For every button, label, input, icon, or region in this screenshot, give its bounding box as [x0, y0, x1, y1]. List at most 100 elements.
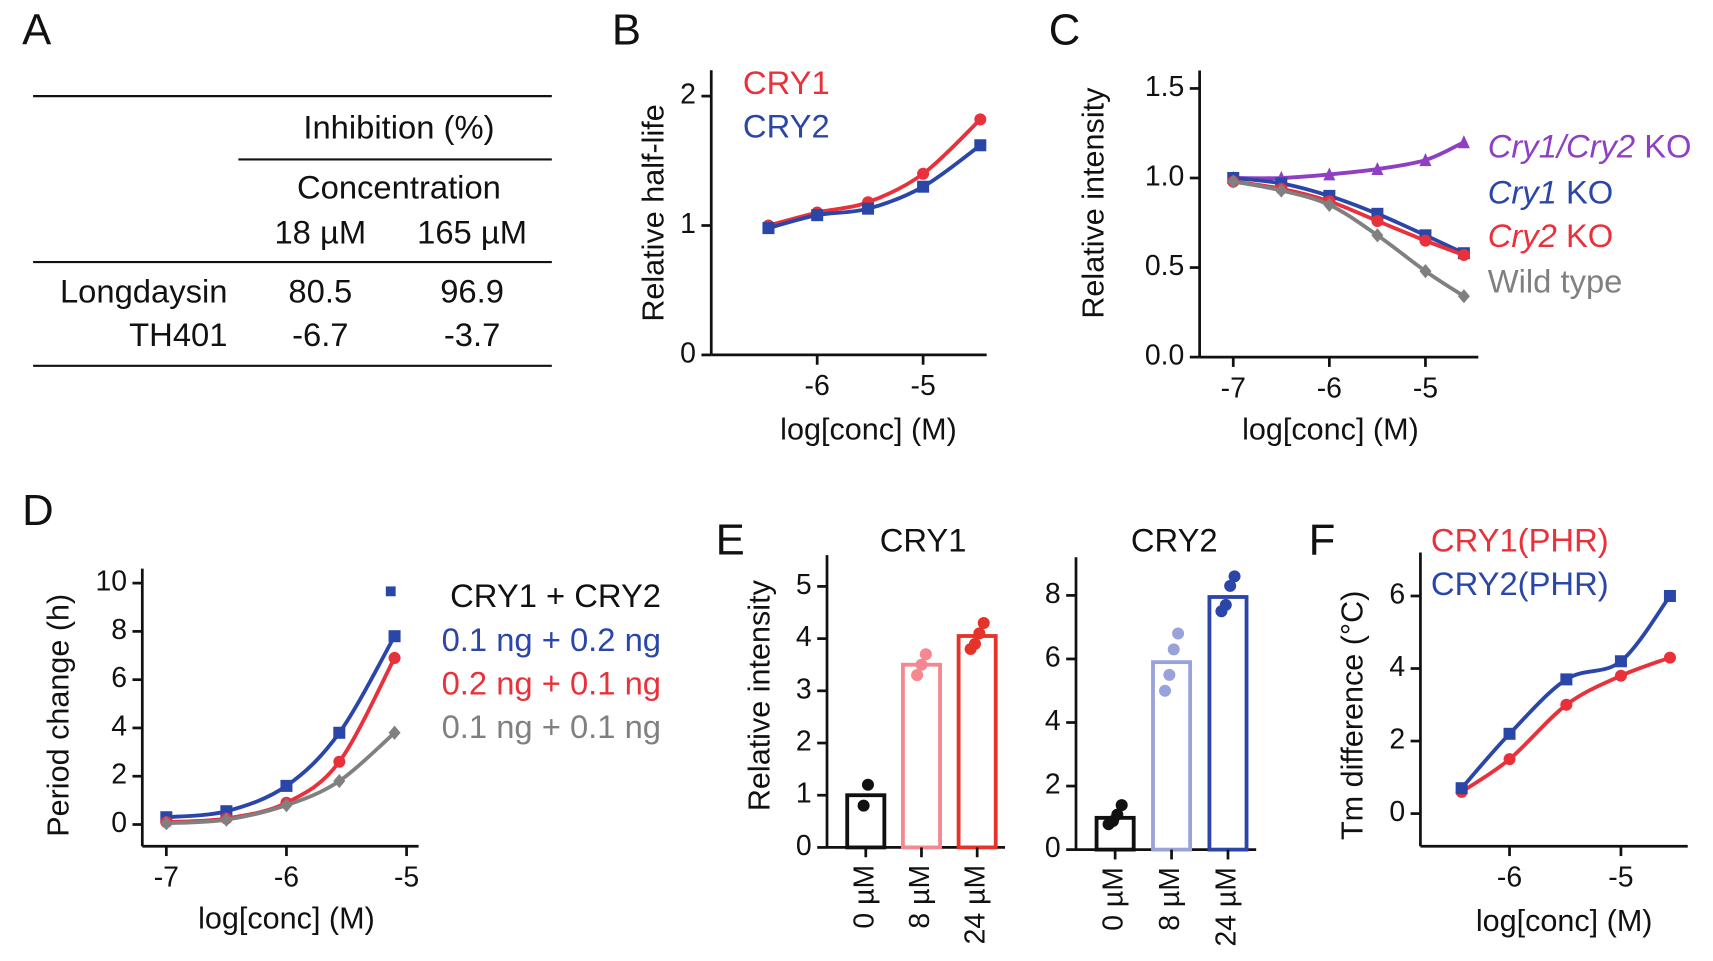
y-tick-label: 10: [95, 566, 127, 598]
marker: [388, 725, 401, 740]
y-tick-label: 2: [796, 726, 812, 758]
marker: [1457, 249, 1470, 262]
bar: [1094, 815, 1136, 852]
marker: [388, 651, 401, 664]
y-tick-label: 2: [111, 759, 127, 791]
legend-label-italic: Cry2: [1488, 217, 1557, 254]
replicate: [1167, 643, 1180, 656]
legend-label: Wild type: [1488, 263, 1623, 300]
legend-label-rest: KO: [1635, 127, 1691, 164]
legend-label: 0.1 ng + 0.2 ng: [442, 621, 661, 658]
marker: [762, 222, 775, 235]
replicate: [911, 669, 924, 682]
marker: [1614, 655, 1627, 668]
cell: -3.7: [444, 316, 500, 353]
bar: [901, 662, 942, 850]
marker: [160, 816, 173, 831]
panel-letter: C: [1049, 5, 1081, 54]
panel-letter: E: [716, 515, 745, 564]
y-tick-label: 0: [796, 830, 812, 862]
marker: [1275, 183, 1288, 198]
x-tick-label: -6: [274, 861, 299, 893]
panel-letter: B: [612, 5, 641, 54]
marker: [1560, 698, 1573, 711]
x-axis-label: log[conc] (M): [1242, 412, 1419, 446]
legend-label-rest: KO: [1557, 217, 1613, 254]
x-tick-label: 24 µM: [960, 865, 992, 944]
x-tick-label: -7: [1221, 372, 1246, 404]
replicate: [968, 637, 981, 650]
replicate: [1224, 579, 1237, 592]
panel-line: F 0 2 4 6 Tm difference (°C) -6 -5 log[conc] (M)…: [1309, 515, 1688, 938]
x-tick-label: -7: [154, 861, 179, 893]
marker: [1503, 727, 1516, 740]
replicate: [1115, 799, 1128, 812]
legend-label: 0.1 ng + 0.1 ng: [442, 708, 661, 745]
fit-line: [166, 657, 397, 824]
x-tick-label: 24 µM: [1210, 867, 1242, 946]
marker: [1371, 161, 1384, 176]
marker: [280, 779, 293, 792]
row-label: Longdaysin: [60, 272, 228, 309]
row-label: TH401: [129, 316, 227, 353]
y-tick-label: 2: [1045, 769, 1061, 801]
replicate: [973, 627, 986, 640]
legend-label-italic: Cry1/Cry2: [1488, 127, 1635, 164]
fit-line: [1460, 594, 1672, 790]
y-axis-label: Tm difference (°C): [1336, 591, 1370, 840]
legend-label: CRY1(PHR): [1431, 521, 1609, 558]
chart-title: CRY2: [1131, 521, 1218, 558]
y-tick-label: 0: [111, 807, 127, 839]
legend-label: CRY2: [743, 108, 830, 145]
marker: [1663, 589, 1676, 602]
marker: [1614, 669, 1627, 682]
y-tick-label: 4: [1045, 705, 1061, 737]
marker: [333, 755, 346, 768]
legend-label: 0.2 ng + 0.1 ng: [442, 664, 661, 701]
x-tick-label: 8 µM: [904, 865, 936, 929]
x-tick-label: -6: [805, 370, 830, 402]
cell: -6.7: [292, 316, 348, 353]
chart-title: CRY1: [880, 521, 967, 558]
x-tick-label: -5: [1413, 372, 1438, 404]
replicate: [1228, 570, 1241, 583]
bar: [1151, 660, 1193, 852]
marker: [1457, 135, 1470, 149]
marker: [974, 113, 987, 126]
replicate: [1219, 598, 1232, 611]
panel-bar: 0 2 4 6 8 CRY2 0 µM 8 µM 24 µM: [1045, 521, 1257, 947]
x-axis-label: log[conc] (M): [1476, 904, 1653, 938]
x-tick-label: -6: [1497, 861, 1522, 893]
y-tick-label: 2: [1389, 724, 1405, 756]
fit-line: [1233, 140, 1465, 181]
marker: [1560, 673, 1573, 686]
y-tick-label: 4: [111, 710, 127, 742]
y-axis-label: Relative half-life: [637, 104, 671, 321]
marker: [1419, 152, 1432, 167]
cell: 96.9: [440, 272, 504, 309]
panel-bar: E 0 1 2 3 4 5 Relative intensity CRY1 0 µM 8 µM 24 …: [716, 515, 1006, 944]
marker: [1371, 228, 1384, 243]
marker: [811, 209, 824, 222]
marker: [1663, 651, 1676, 664]
y-tick-label: 8: [111, 614, 127, 646]
x-tick-label: -5: [1608, 861, 1633, 893]
legend-title: CRY1 + CRY2: [450, 577, 661, 614]
marker: [1371, 214, 1384, 227]
panel-line: C 0.0 0.5 1.0 1.5 Relative intensity -7 -6 -5 log…: [1049, 5, 1692, 446]
marker: [1227, 174, 1240, 189]
legend-label: Cry1/Cry2 KO: [1488, 127, 1692, 164]
fit-line: [166, 731, 396, 826]
y-tick-label: 0: [680, 337, 696, 369]
panel-letter: F: [1309, 515, 1336, 564]
panel-letter: D: [22, 486, 54, 535]
y-tick-label: 6: [1045, 641, 1061, 673]
y-tick-label: 6: [1389, 578, 1405, 610]
marker: [1419, 234, 1432, 247]
y-tick-label: 3: [796, 673, 812, 705]
marker: [388, 630, 401, 643]
y-axis-label: Period change (h): [41, 594, 75, 837]
legend-label: Cry2 KO: [1488, 217, 1614, 254]
replicate: [1172, 627, 1185, 640]
